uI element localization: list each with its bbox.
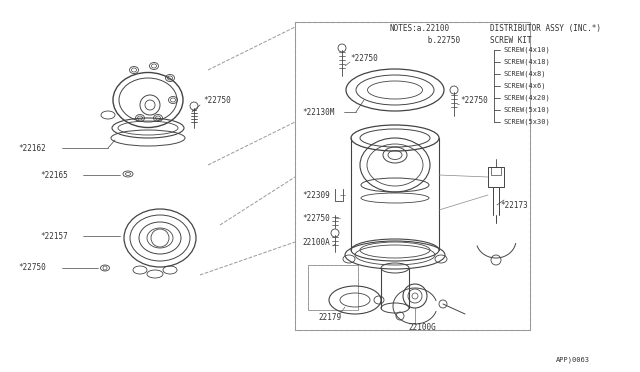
Text: *22750: *22750 [18, 263, 45, 273]
Text: *22173: *22173 [500, 201, 528, 209]
Text: b.22750: b.22750 [400, 35, 460, 45]
Text: *22750: *22750 [203, 96, 231, 105]
Text: APP)0063: APP)0063 [556, 357, 590, 363]
Text: *22750: *22750 [460, 96, 488, 105]
Bar [295, 22, 530, 330]
Text: 22179: 22179 [318, 314, 341, 323]
Text: SCREW(4x6): SCREW(4x6) [504, 83, 547, 89]
Text: *22130M: *22130M [302, 108, 334, 116]
Text: NOTES:a.22100: NOTES:a.22100 [390, 23, 450, 32]
Text: SCREW(4x10): SCREW(4x10) [504, 47, 551, 53]
Text: *22165: *22165 [40, 170, 68, 180]
Text: SCREW(4x20): SCREW(4x20) [504, 95, 551, 101]
Text: SCREW(4x18): SCREW(4x18) [504, 59, 551, 65]
Text: *22162: *22162 [18, 144, 45, 153]
Text: DISTRIBUTOR ASSY (INC.*): DISTRIBUTOR ASSY (INC.*) [490, 23, 601, 32]
Text: SCREW KIT: SCREW KIT [490, 35, 532, 45]
Text: 22100A: 22100A [302, 237, 330, 247]
Bar [488, 167, 504, 187]
Text: SCREW(5x10): SCREW(5x10) [504, 107, 551, 113]
Text: *22750: *22750 [350, 54, 378, 62]
Text: SCREW(4x8): SCREW(4x8) [504, 71, 547, 77]
Text: *22157: *22157 [40, 231, 68, 241]
Bar [308, 265, 358, 310]
Text: *22750: *22750 [302, 214, 330, 222]
Bar [491, 167, 501, 175]
Text: SCREW(5x30): SCREW(5x30) [504, 119, 551, 125]
Text: *22309: *22309 [302, 190, 330, 199]
Bar [308, 265, 358, 310]
Bar [295, 22, 530, 330]
Text: 22100G: 22100G [408, 324, 436, 333]
